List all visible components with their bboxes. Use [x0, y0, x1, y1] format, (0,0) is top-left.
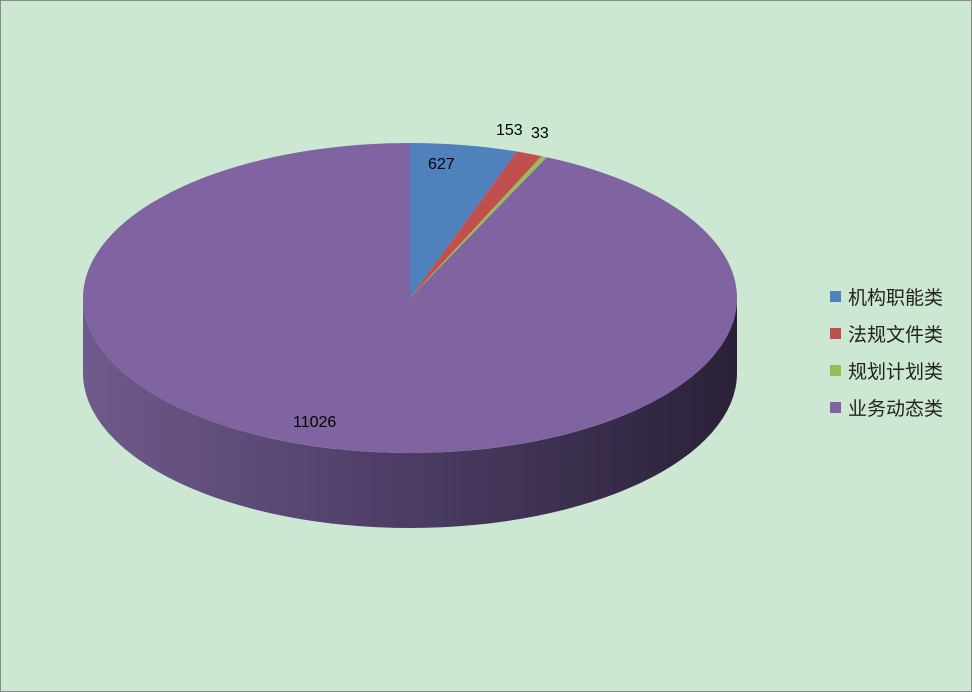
- legend-label: 规划计划类: [848, 361, 944, 383]
- pie-slice-3: [83, 143, 738, 454]
- data-label-3: 11026: [293, 414, 337, 431]
- legend-swatch: [830, 291, 841, 302]
- legend-label: 法规文件类: [848, 324, 944, 346]
- data-label-1: 153: [496, 122, 523, 139]
- legend-item: 机构职能类: [830, 278, 943, 315]
- legend: 机构职能类 法规文件类 规划计划类 业务动态类: [830, 278, 943, 426]
- data-label-2: 33: [531, 125, 549, 142]
- legend-item: 业务动态类: [830, 389, 943, 426]
- legend-swatch: [830, 365, 841, 376]
- legend-item: 法规文件类: [830, 315, 943, 352]
- legend-item: 规划计划类: [830, 352, 943, 389]
- pie-slice-0: [410, 143, 517, 298]
- pie-side-wall: [83, 298, 737, 528]
- data-label-0: 627: [428, 156, 455, 173]
- legend-swatch: [830, 402, 841, 413]
- legend-label: 机构职能类: [848, 287, 944, 309]
- pie-slice-1: [410, 151, 542, 298]
- legend-swatch: [830, 328, 841, 339]
- pie-slice-2: [410, 156, 547, 298]
- legend-label: 业务动态类: [848, 398, 944, 420]
